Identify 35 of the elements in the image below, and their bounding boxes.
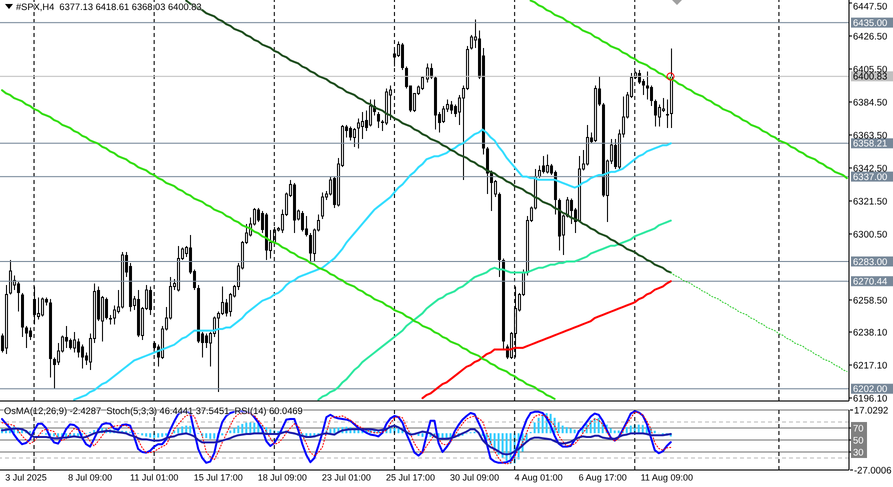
x-tick-label: 15 Jul 17:00: [194, 472, 243, 482]
x-tick-label: 18 Jul 09:00: [258, 472, 307, 482]
y-tick-label: 6426.50: [853, 31, 888, 42]
x-tick-label: 8 Jul 09:00: [68, 472, 112, 482]
y-tick-label: 6238.10: [853, 327, 888, 338]
x-tick-label: 11 Aug 09:00: [640, 472, 693, 482]
y2-tick-label: -27.0006: [854, 465, 892, 476]
ref-line-label: 6283.00: [853, 256, 888, 268]
y-tick-label: 6363.50: [853, 130, 888, 142]
y-tick-label: 6196.10: [853, 393, 888, 404]
y-tick-label: 70: [853, 423, 864, 434]
y-tick-label: 6384.50: [853, 97, 888, 108]
y-tick-label: 6447.50: [853, 1, 888, 12]
y2-tick-label: 17.0292: [854, 405, 888, 416]
x-tick-label: 25 Jul 17:00: [386, 472, 436, 482]
ref-line-label: 6435.00: [853, 18, 888, 29]
y-tick-label: 50: [853, 435, 864, 446]
x-tick-label: 6 Aug 17:00: [578, 472, 627, 482]
x-tick-label: 23 Jul 01:00: [322, 472, 371, 482]
ref-line-label: 6202.00: [853, 384, 888, 396]
y-tick-label: 30: [853, 447, 864, 458]
y-tick-label: 6300.50: [853, 229, 888, 240]
y-tick-label: 6342.50: [853, 163, 888, 174]
y-tick-label: 6321.50: [853, 196, 888, 208]
ref-line-label: 6270.44: [853, 276, 888, 288]
chart-title: OsMA(12,26,9) -2.4287 Stoch(5,3,3) 46.4441 37.5451 RSI(14) 60.0469: [4, 405, 303, 417]
x-tick-label: 3 Jul 2025: [5, 472, 47, 482]
ref-line-label: 6337.00: [853, 172, 888, 183]
x-tick-label: 11 Jul 01:00: [130, 472, 178, 482]
x-tick-label: 4 Aug 01:00: [514, 472, 563, 482]
x-tick-label: 30 Jul 09:00: [450, 472, 500, 482]
y-tick-label: 6217.10: [853, 360, 888, 372]
ref-line-label: 6400.83: [853, 72, 888, 83]
y-tick-label: 6258.50: [853, 295, 888, 306]
ref-line-label: 6358.21: [853, 138, 888, 150]
